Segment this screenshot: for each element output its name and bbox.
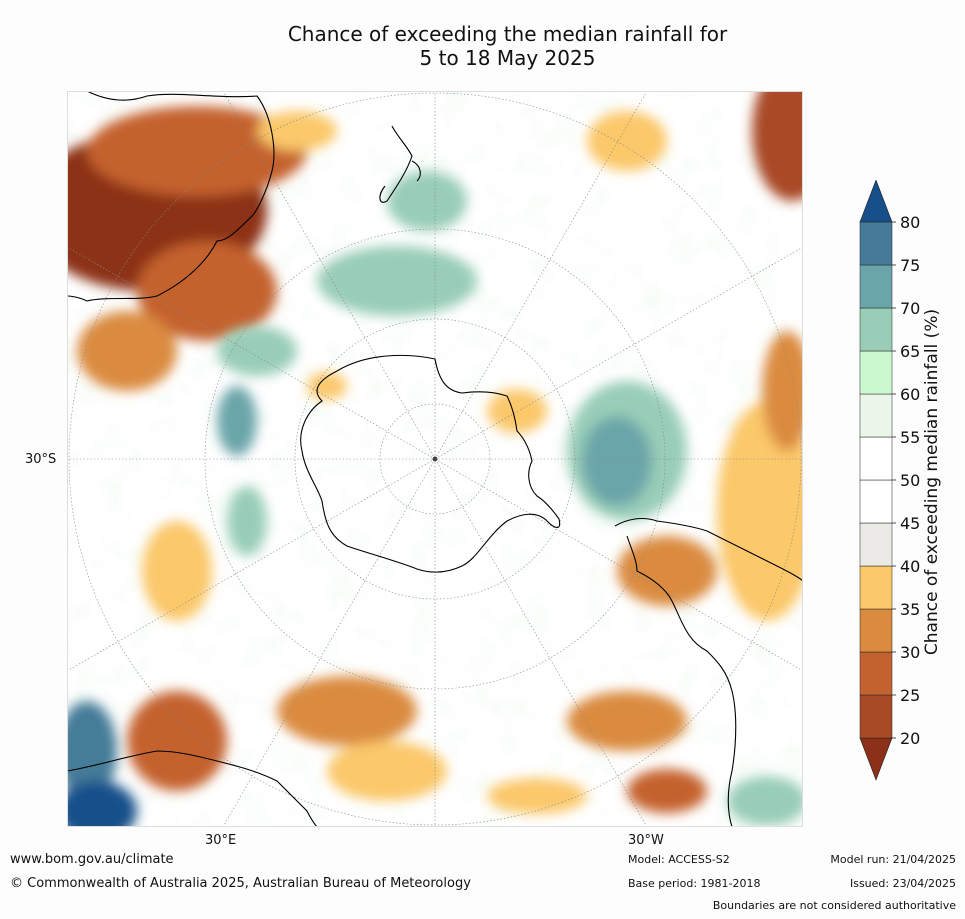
footer-model-run: Model run: 21/04/2025 xyxy=(830,853,956,866)
colorbar-ticks: 20 25 30 35 40 45 50 55 60 65 70 75 80 xyxy=(892,213,920,748)
rainfall-probability-map xyxy=(67,91,803,827)
coastlines xyxy=(67,91,803,827)
wet-anomaly-regions xyxy=(67,171,803,827)
lon-label-30w: 30°W xyxy=(628,833,664,848)
graticule xyxy=(67,91,803,827)
colorbar-band xyxy=(859,479,893,524)
colorbar: 20 25 30 35 40 45 50 55 60 65 70 75 80 Chance of exc… xyxy=(859,180,942,781)
colorbar-tick-label: 55 xyxy=(900,428,920,447)
new-zealand-coast xyxy=(379,125,421,203)
footer-base-period: Base period: 1981-2018 xyxy=(628,877,761,890)
colorbar-band xyxy=(859,350,893,395)
colorbar-tick-label: 40 xyxy=(900,557,920,576)
colorbar-band xyxy=(859,651,893,696)
footer-issued: Issued: 23/04/2025 xyxy=(849,877,956,890)
colorbar-band xyxy=(859,694,893,739)
lon-label-30e: 30°E xyxy=(205,833,237,848)
map-title-line1: Chance of exceeding the median rainfall … xyxy=(287,22,728,46)
colorbar-tick-label: 25 xyxy=(900,686,920,705)
lat-label-30s: 30°S xyxy=(25,452,57,467)
colorbar-band xyxy=(859,221,893,266)
dry-anomaly-regions xyxy=(67,91,803,814)
footer-model: Model: ACCESS-S2 xyxy=(628,853,730,866)
colorbar-tick-label: 50 xyxy=(900,471,920,490)
footer-website[interactable]: www.bom.gov.au/climate xyxy=(10,852,174,867)
footer-copyright: © Commonwealth of Australia 2025, Austra… xyxy=(10,876,471,891)
colorbar-extend-high xyxy=(859,180,893,223)
colorbar-bands xyxy=(859,180,893,781)
colorbar-band xyxy=(859,608,893,653)
africa-coast xyxy=(67,750,318,827)
colorbar-band xyxy=(859,264,893,309)
map-border xyxy=(67,91,803,827)
colorbar-tick-label: 60 xyxy=(900,385,920,404)
map-title: Chance of exceeding the median rainfall … xyxy=(200,22,815,70)
colorbar-tick-label: 70 xyxy=(900,299,920,318)
australia-coast xyxy=(67,91,275,302)
antarctica-coast xyxy=(300,354,561,573)
colorbar-extend-low xyxy=(859,737,893,781)
colorbar-tick-label: 75 xyxy=(900,256,920,275)
colorbar-tick-label: 20 xyxy=(900,729,920,748)
colorbar-tick-label: 80 xyxy=(900,213,920,232)
map-title-line2: 5 to 18 May 2025 xyxy=(419,46,596,70)
south-pole-marker xyxy=(432,456,438,462)
colorbar-band xyxy=(859,307,893,352)
colorbar-band xyxy=(859,393,893,438)
colorbar-tick-label: 45 xyxy=(900,514,920,533)
colorbar-band xyxy=(859,436,893,481)
colorbar-label: Chance of exceeding median rainfall (%) xyxy=(922,309,942,655)
colorbar-band xyxy=(859,565,893,610)
colorbar-tick-label: 35 xyxy=(900,600,920,619)
colorbar-tick-label: 30 xyxy=(900,643,920,662)
footer-disclaimer: Boundaries are not considered authoritat… xyxy=(712,899,956,912)
south-america-coast xyxy=(614,517,803,827)
colorbar-tick-label: 65 xyxy=(900,342,920,361)
colorbar-band xyxy=(859,522,893,567)
